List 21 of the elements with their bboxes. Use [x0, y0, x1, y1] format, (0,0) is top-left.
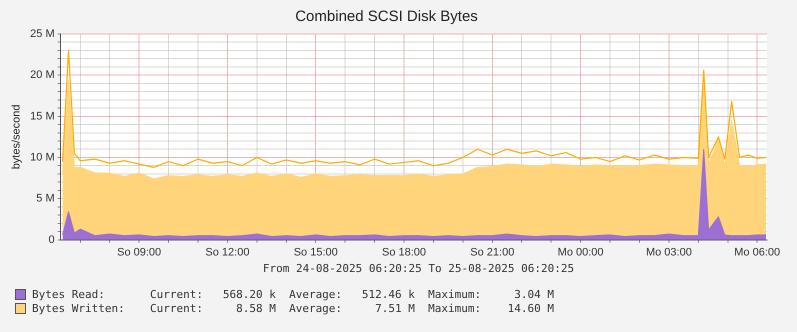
x-tick-label: So 12:00	[205, 246, 250, 258]
x-tick-label: Mo 03:00	[646, 246, 692, 258]
x-tick-label: So 18:00	[382, 246, 426, 258]
text: Current: 8.58 M Average: 7.51 M Maximum: 14.60 M	[150, 302, 554, 314]
x-tick-label: So 09:00	[117, 246, 162, 258]
legend-label: Bytes Written:	[32, 302, 126, 314]
y-tick-label: 5 M	[36, 192, 55, 205]
x-tick-label: So 15:00	[294, 246, 338, 258]
y-tick-label: 0	[48, 234, 55, 246]
y-tick-label: 15 M	[30, 110, 55, 122]
y-tick-label: 20 M	[30, 69, 55, 82]
x-tick-label: So 21:00	[470, 246, 514, 258]
legend-label: Bytes Read:	[32, 288, 106, 300]
chart-title: Combined SCSI Disk Bytes	[295, 8, 478, 26]
x-tick-label: Mo 00:00	[558, 246, 604, 258]
text: Current: 568.20 k Average: 512.46 k Maximum: 3.04 M	[150, 288, 554, 300]
x-tick-label: Mo 06:00	[734, 246, 780, 258]
text: From 24-08-2025 06:20:25 To 25-08-2025 06:20:25	[262, 262, 576, 275]
y-tick-label: 10 M	[30, 152, 55, 164]
y-axis-title: bytes/second	[10, 104, 23, 170]
y-tick-label: 25 M	[30, 28, 55, 40]
